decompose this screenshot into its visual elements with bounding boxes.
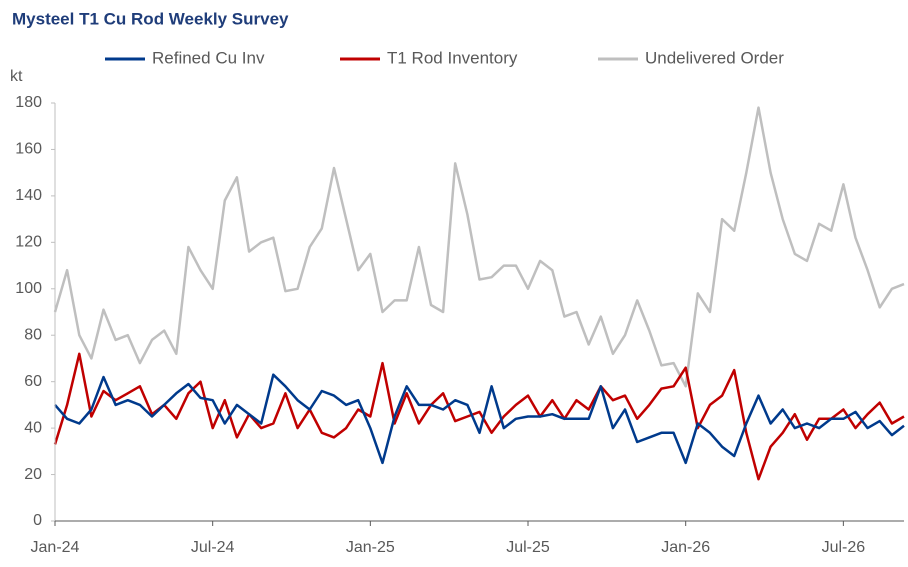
y-tick-label: 20 <box>24 466 42 483</box>
y-tick-label: 180 <box>15 94 42 111</box>
x-tick-label: Jul-26 <box>822 539 866 556</box>
legend-label: Undelivered Order <box>645 48 784 67</box>
x-tick-label: Jan-24 <box>31 539 80 556</box>
plot-area <box>53 106 905 481</box>
y-tick-label: 120 <box>15 234 42 251</box>
series-line <box>53 106 905 388</box>
y-tick-label: 80 <box>24 326 42 343</box>
series-line <box>54 373 905 465</box>
legend-label: Refined Cu Inv <box>152 48 265 67</box>
y-tick-label: 140 <box>15 187 42 204</box>
chart-title: Mysteel T1 Cu Rod Weekly Survey <box>12 9 289 28</box>
y-tick-label: 100 <box>15 280 42 297</box>
x-tick-label: Jan-26 <box>661 539 710 556</box>
y-tick-label: 0 <box>33 512 42 529</box>
x-tick-label: Jan-25 <box>346 539 395 556</box>
x-tick-label: Jul-24 <box>191 539 235 556</box>
y-tick-label: 60 <box>24 373 42 390</box>
x-tick-label: Jul-25 <box>506 539 550 556</box>
y-axis-label: kt <box>10 68 23 85</box>
legend-label: T1 Rod Inventory <box>387 48 518 67</box>
y-tick-label: 40 <box>24 419 42 436</box>
series-line <box>53 352 905 481</box>
y-tick-label: 160 <box>15 141 42 158</box>
